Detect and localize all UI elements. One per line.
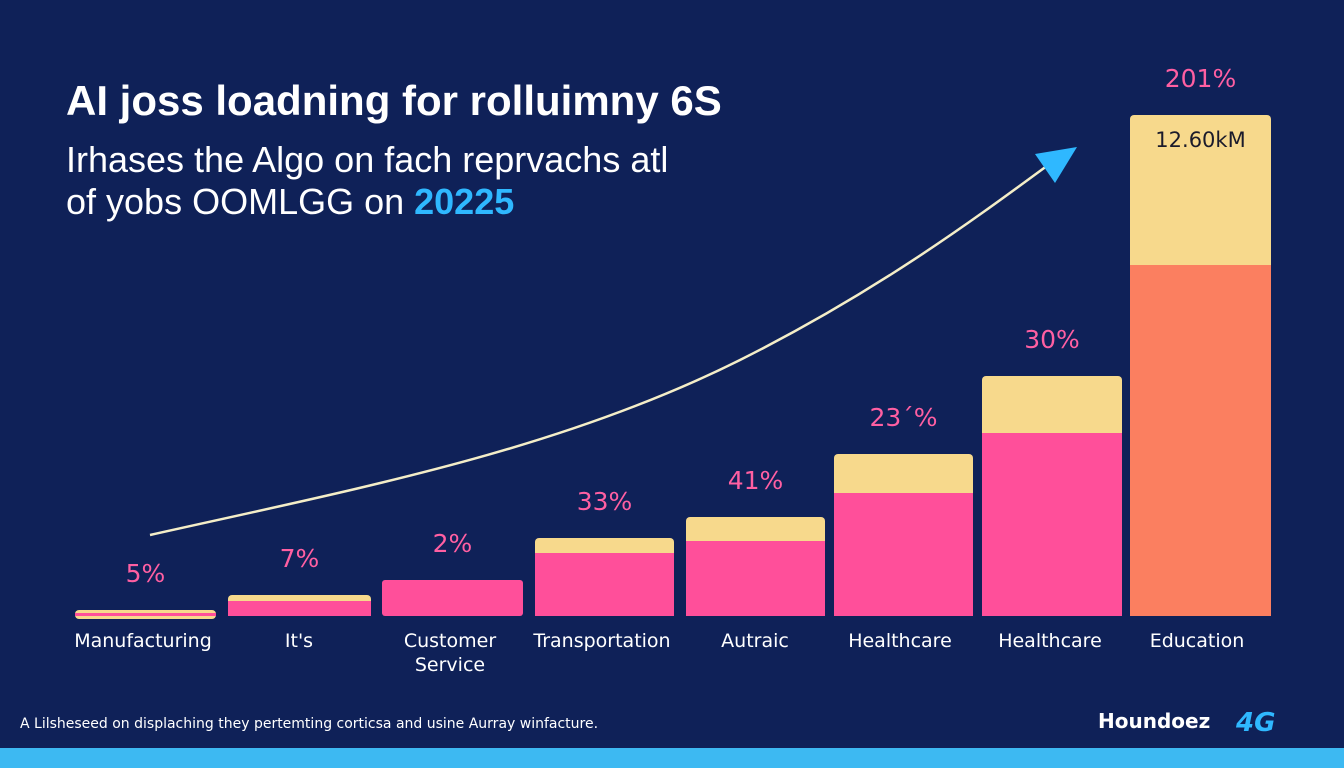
bar-6 [982,433,1122,616]
category-label-5: Healthcare [848,630,952,652]
chart-subtitle-line2: of yobs OOMLGG on 20225 [66,181,514,222]
chart-title: AI joss loadning for rolluimny 6S [66,77,722,124]
bar-value-label-5: 23´% [869,403,937,432]
labels-layer: 5% Manufacturing 7% It's 2% Customer Service 33… [74,64,1246,676]
bar-top-segment-6 [982,376,1122,439]
bottom-stripe [0,748,1344,768]
category-label-7: Education [1150,630,1245,652]
bar-2 [382,580,523,616]
bar-1 [228,601,371,616]
category-label-4: Autraic [721,630,789,652]
bar-inside-label: 12.60kM [1155,128,1245,152]
category-label-2: Customer Service [404,630,496,676]
bar-value-label-2: 2% [433,529,473,558]
bar-top-segment-7 [1130,115,1271,271]
brand-mark: 4G [1235,708,1275,738]
category-label-6: Healthcare [998,630,1102,652]
bars-layer [75,115,1271,619]
category-label-1: It's [285,630,313,652]
footnote: A Lilsheseed on displaching they pertemt… [20,716,598,732]
bar-0 [75,613,216,616]
bar-top-segment-5 [834,454,973,499]
bar-4 [686,541,825,616]
bar-value-label-7: 201% [1165,64,1236,93]
category-label-0: Manufacturing [74,630,212,652]
category-label-3: Transportation [532,630,670,652]
chart-subtitle-line1: Irhases the Algo on fach reprvachs atl [66,139,668,180]
bar-value-label-0: 5% [126,559,166,588]
bar-value-label-1: 7% [280,544,320,573]
trend-line [149,158,1056,537]
bar-value-label-6: 30% [1024,325,1080,354]
brand-name: Houndoez [1098,709,1210,733]
subtitle-line2-prefix: of yobs OOMLGG on [66,181,414,222]
trend-arrow-icon [1035,147,1077,183]
bar-7 [1130,265,1271,616]
subtitle-highlight-year: 20225 [414,181,514,222]
bar-top-segment-4 [686,517,825,547]
bar-value-label-3: 33% [577,487,633,516]
bar-5 [834,493,973,616]
bar-value-label-4: 41% [728,466,784,495]
bar-3 [535,553,674,616]
